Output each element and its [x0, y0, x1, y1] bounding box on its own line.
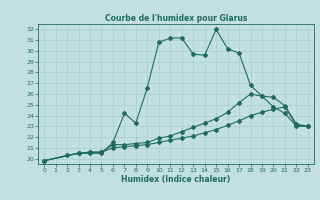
- Title: Courbe de l'humidex pour Glarus: Courbe de l'humidex pour Glarus: [105, 14, 247, 23]
- X-axis label: Humidex (Indice chaleur): Humidex (Indice chaleur): [121, 175, 231, 184]
